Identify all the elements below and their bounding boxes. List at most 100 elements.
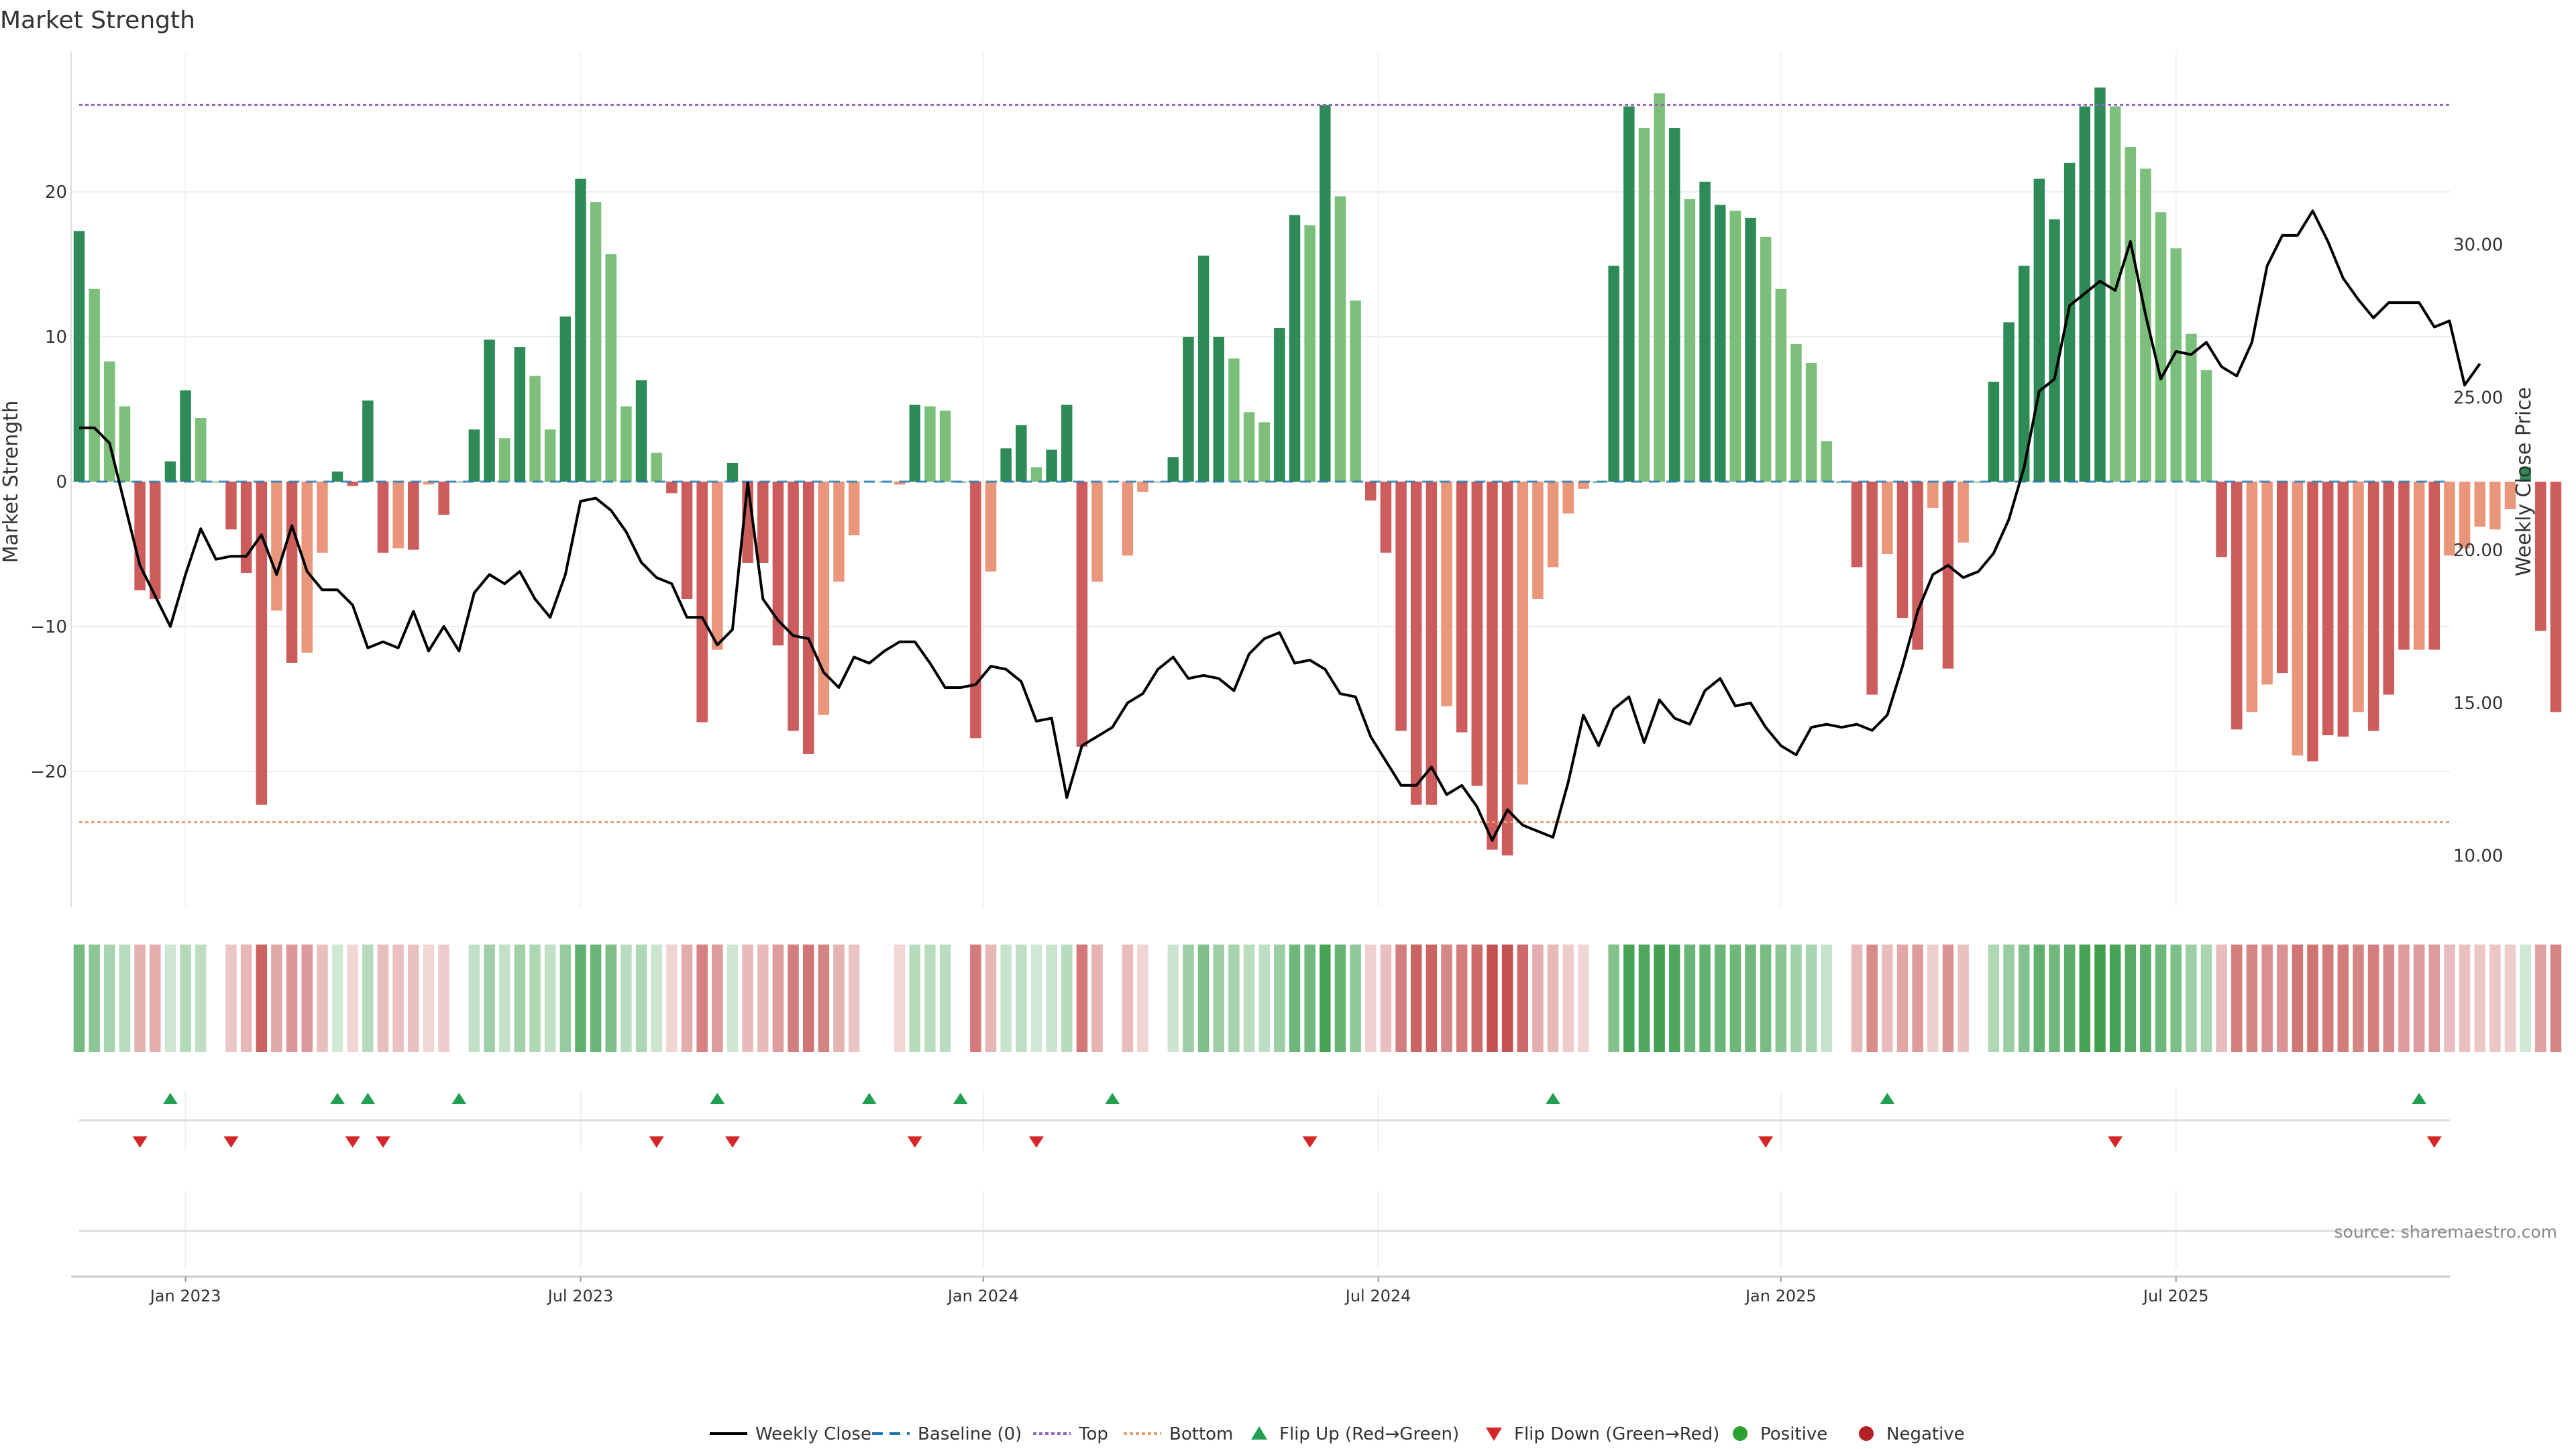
flip-up-marker xyxy=(360,1093,376,1104)
heatstrip-cell xyxy=(195,945,207,1052)
flip-up-marker xyxy=(953,1093,968,1104)
heatstrip-cell xyxy=(2277,945,2288,1052)
heatstrip-cell xyxy=(2413,945,2425,1052)
heatstrip-cell xyxy=(1623,945,1635,1052)
heatstrip-cell xyxy=(453,945,465,1052)
strength-bar xyxy=(2307,482,2318,761)
strength-bar xyxy=(331,471,343,482)
strength-bar xyxy=(2353,482,2364,712)
heatstrip-cell xyxy=(590,945,602,1052)
heatstrip-cell xyxy=(2322,945,2334,1052)
heatstrip-cell xyxy=(1426,945,1438,1052)
strength-bar xyxy=(89,288,100,482)
heatstrip-cell xyxy=(863,945,875,1052)
strength-bar xyxy=(970,482,981,739)
strength-bar xyxy=(1790,343,1802,482)
y-axis-title: Market Strength xyxy=(0,400,23,563)
strength-bar xyxy=(559,316,572,482)
heatstrip-cell xyxy=(848,945,860,1052)
strength-bar xyxy=(2459,482,2471,549)
strength-bar xyxy=(772,482,784,646)
heatstrip-cell xyxy=(1365,945,1377,1052)
axes-layer: −20 −10 0 10 20 10.00 15.00 20.00 25.00 30.00 Mark… xyxy=(0,52,2536,907)
heatstrip-cell xyxy=(1320,945,1331,1052)
heatstrip-cell xyxy=(484,945,495,1052)
heatstrip-cell xyxy=(2444,945,2455,1052)
strength-bar xyxy=(1669,127,1680,482)
strength-bar xyxy=(590,202,602,482)
strength-bar xyxy=(134,482,146,590)
heatstrip-cell xyxy=(1760,945,1772,1052)
heatstrip-cell xyxy=(377,945,389,1052)
heatstrip-cell xyxy=(2504,945,2516,1052)
strength-bar xyxy=(727,462,739,482)
strength-bar xyxy=(894,482,906,485)
strength-bar xyxy=(985,482,997,572)
strength-bar xyxy=(1654,93,1665,482)
strength-bar xyxy=(544,429,556,482)
heatstrip-cell xyxy=(1836,945,1847,1052)
heatstrip-cell xyxy=(1790,945,1802,1052)
heatstrip-cell xyxy=(1638,945,1650,1052)
heatstrip-cell xyxy=(1441,945,1452,1052)
heatstrip-cell xyxy=(134,945,146,1052)
heatstrip-cell xyxy=(1805,945,1817,1052)
heatstrip-cell xyxy=(909,945,920,1052)
heatstrip-cell xyxy=(818,945,830,1052)
heatstrip-cell xyxy=(681,945,693,1052)
strength-bar xyxy=(818,482,830,715)
legend-label: Top xyxy=(1078,1424,1108,1444)
heatstrip-cell xyxy=(1745,945,1756,1052)
strength-bar xyxy=(788,482,799,731)
flip-down-marker xyxy=(132,1136,148,1148)
strength-bar xyxy=(1471,482,1483,786)
strength-bar xyxy=(1228,358,1240,482)
heatstrip-cell xyxy=(894,945,906,1052)
strength-bar xyxy=(1896,482,1909,619)
heatstrip-cell xyxy=(1456,945,1468,1052)
strength-bar xyxy=(1061,405,1073,482)
strength-bar xyxy=(909,405,920,482)
strength-bar xyxy=(180,390,191,482)
strength-bar xyxy=(2200,370,2212,482)
strength-bar xyxy=(1851,482,1863,568)
strength-bar xyxy=(2292,482,2304,756)
strength-bar xyxy=(1487,482,1498,850)
heatstrip-cell xyxy=(955,945,966,1052)
flip-down-marker xyxy=(1758,1136,1774,1148)
heatstrip-cell xyxy=(240,945,252,1052)
flip-up-marker xyxy=(710,1093,725,1104)
strength-bar xyxy=(1517,482,1528,785)
x-tick-label: Jan 2023 xyxy=(149,1287,221,1305)
heatstrip-cell xyxy=(1487,945,1498,1052)
strength-bar xyxy=(1320,105,1331,482)
heatstrip-cell xyxy=(2535,945,2546,1052)
strength-bar xyxy=(621,406,632,482)
strength-bar xyxy=(2003,322,2015,482)
heatstrip-cell xyxy=(2155,945,2167,1052)
heatstrip-cell xyxy=(1380,945,1392,1052)
strength-bar xyxy=(1167,457,1179,482)
heatstrip-cell xyxy=(879,945,890,1052)
strength-bar xyxy=(1289,215,1301,482)
strength-bar xyxy=(2094,87,2106,482)
heatstrip-cell xyxy=(2489,945,2501,1052)
strength-bar xyxy=(1334,196,1346,482)
strength-bar xyxy=(1274,328,1285,482)
strength-bar xyxy=(2186,333,2197,482)
heatstrip-cell xyxy=(1334,945,1346,1052)
heatstrip-cell xyxy=(1152,945,1164,1052)
legend-swatch xyxy=(1486,1428,1502,1441)
strength-bar xyxy=(2216,482,2227,557)
strength-bar xyxy=(1638,127,1650,482)
heatstrip-cell xyxy=(605,945,616,1052)
heatstrip-cell xyxy=(423,945,435,1052)
strength-bar xyxy=(605,254,616,482)
heatstrip-cell xyxy=(73,945,85,1052)
heatstrip-cell xyxy=(1866,945,1878,1052)
heatstrip-cell xyxy=(2216,945,2227,1052)
legend-label: Weekly Close xyxy=(755,1424,871,1444)
strength-bar xyxy=(1973,482,1984,483)
strength-bar xyxy=(1714,205,1726,482)
strength-bar xyxy=(1957,482,1969,543)
